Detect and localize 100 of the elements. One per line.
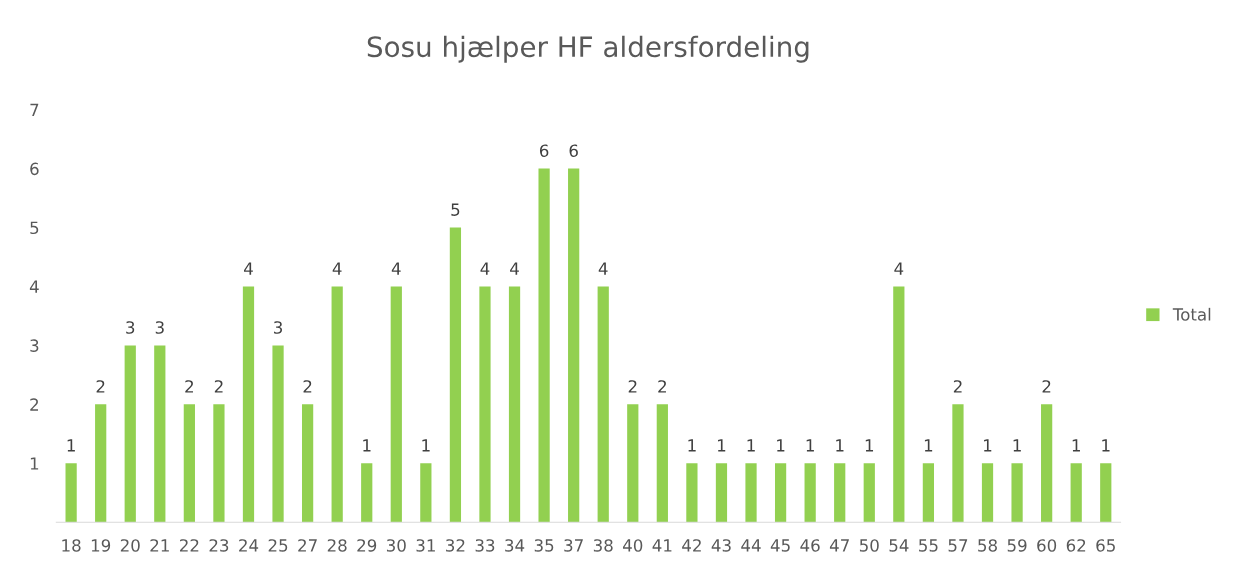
x-tick-label: 28 <box>327 539 347 552</box>
bar <box>242 286 255 523</box>
x-tick-label: 65 <box>1096 539 1115 552</box>
data-label: 5 <box>451 203 460 216</box>
x-tick-label: 44 <box>741 539 761 552</box>
bar <box>834 463 846 523</box>
x-tick-label: 37 <box>564 539 583 552</box>
bar <box>597 286 609 523</box>
bar <box>1100 463 1112 523</box>
y-tick-label: 7 <box>30 103 39 116</box>
bar <box>538 168 550 523</box>
legend-label: Total <box>1172 307 1211 321</box>
bar <box>272 345 284 523</box>
data-label: 4 <box>391 262 401 275</box>
data-label: 2 <box>628 380 637 393</box>
bar <box>301 404 314 523</box>
bar <box>420 463 432 523</box>
data-label: 1 <box>1072 439 1080 452</box>
data-label: 3 <box>274 321 283 334</box>
x-tick-label: 24 <box>239 539 259 552</box>
chart-title: Sosu hjælper HF aldersfordeling <box>367 35 809 63</box>
data-label: 4 <box>244 262 253 275</box>
bar <box>568 168 580 523</box>
data-label: 1 <box>1013 439 1021 452</box>
y-tick-label: 6 <box>30 162 39 176</box>
data-label: 1 <box>67 439 75 452</box>
data-label: 1 <box>688 439 696 452</box>
data-label: 1 <box>924 439 933 452</box>
bar <box>1070 463 1082 523</box>
x-tick-label: 23 <box>209 539 229 552</box>
data-label: 1 <box>747 439 755 452</box>
x-tick-label: 55 <box>919 539 938 552</box>
bar <box>213 404 225 523</box>
data-label: 4 <box>510 262 519 275</box>
bar <box>627 404 639 523</box>
x-tick-label: 46 <box>800 539 820 552</box>
bar <box>508 286 521 523</box>
data-label: 2 <box>953 380 962 393</box>
data-label: 1 <box>777 439 785 452</box>
data-label: 1 <box>865 439 874 452</box>
x-tick-label: 21 <box>150 539 169 552</box>
bar <box>686 463 698 523</box>
x-tick-label: 25 <box>268 539 288 552</box>
bar <box>183 404 195 523</box>
x-tick-label: 38 <box>593 539 613 552</box>
bar <box>1011 463 1023 523</box>
bar <box>65 463 77 523</box>
bar <box>804 463 816 523</box>
data-label: 4 <box>480 262 490 275</box>
y-tick-label: 4 <box>29 280 39 293</box>
data-label: 2 <box>1042 380 1051 393</box>
y-tick-label: 5 <box>30 221 39 235</box>
bar <box>745 463 757 523</box>
data-label: 3 <box>126 321 135 334</box>
data-label: 1 <box>1102 439 1110 452</box>
x-tick-label: 43 <box>711 539 731 552</box>
x-tick-label: 33 <box>475 539 495 552</box>
x-tick-label: 32 <box>446 539 465 552</box>
bar <box>479 286 491 523</box>
data-label: 1 <box>717 439 726 452</box>
bar <box>124 345 136 523</box>
bar <box>95 404 107 523</box>
data-label: 4 <box>598 262 608 275</box>
y-tick-label: 3 <box>30 339 39 352</box>
data-label: 6 <box>539 144 549 157</box>
data-label: 1 <box>422 439 430 452</box>
data-label: 4 <box>332 262 342 275</box>
bar <box>922 463 935 523</box>
bar <box>981 463 994 523</box>
data-label: 1 <box>836 439 844 452</box>
bar <box>1041 404 1053 523</box>
x-tick-label: 40 <box>622 539 643 552</box>
x-tick-label: 42 <box>682 539 701 552</box>
x-tick-label: 20 <box>120 539 140 552</box>
x-tick-label: 30 <box>386 539 406 552</box>
bar <box>893 286 905 523</box>
data-label: 4 <box>894 262 904 275</box>
bar <box>774 463 787 523</box>
y-tick-label: 2 <box>30 398 38 411</box>
x-tick-label: 54 <box>889 539 909 552</box>
bar <box>154 345 166 523</box>
x-tick-label: 57 <box>948 539 968 552</box>
x-tick-label: 29 <box>357 539 377 552</box>
bar <box>361 463 373 523</box>
data-label: 1 <box>363 439 371 452</box>
bar <box>715 463 728 523</box>
x-tick-label: 18 <box>62 539 81 552</box>
x-tick-label: 58 <box>978 539 997 552</box>
data-label: 1 <box>984 439 992 452</box>
x-tick-label: 31 <box>416 539 435 552</box>
bar <box>331 286 343 523</box>
x-tick-label: 19 <box>91 539 111 552</box>
x-tick-label: 27 <box>298 539 317 552</box>
data-label: 3 <box>155 321 164 334</box>
x-tick-label: 22 <box>179 539 199 552</box>
bar <box>449 227 462 523</box>
bar <box>656 404 668 523</box>
x-tick-label: 34 <box>505 539 525 552</box>
x-tick-label: 45 <box>770 539 790 552</box>
x-tick-label: 59 <box>1007 539 1027 552</box>
